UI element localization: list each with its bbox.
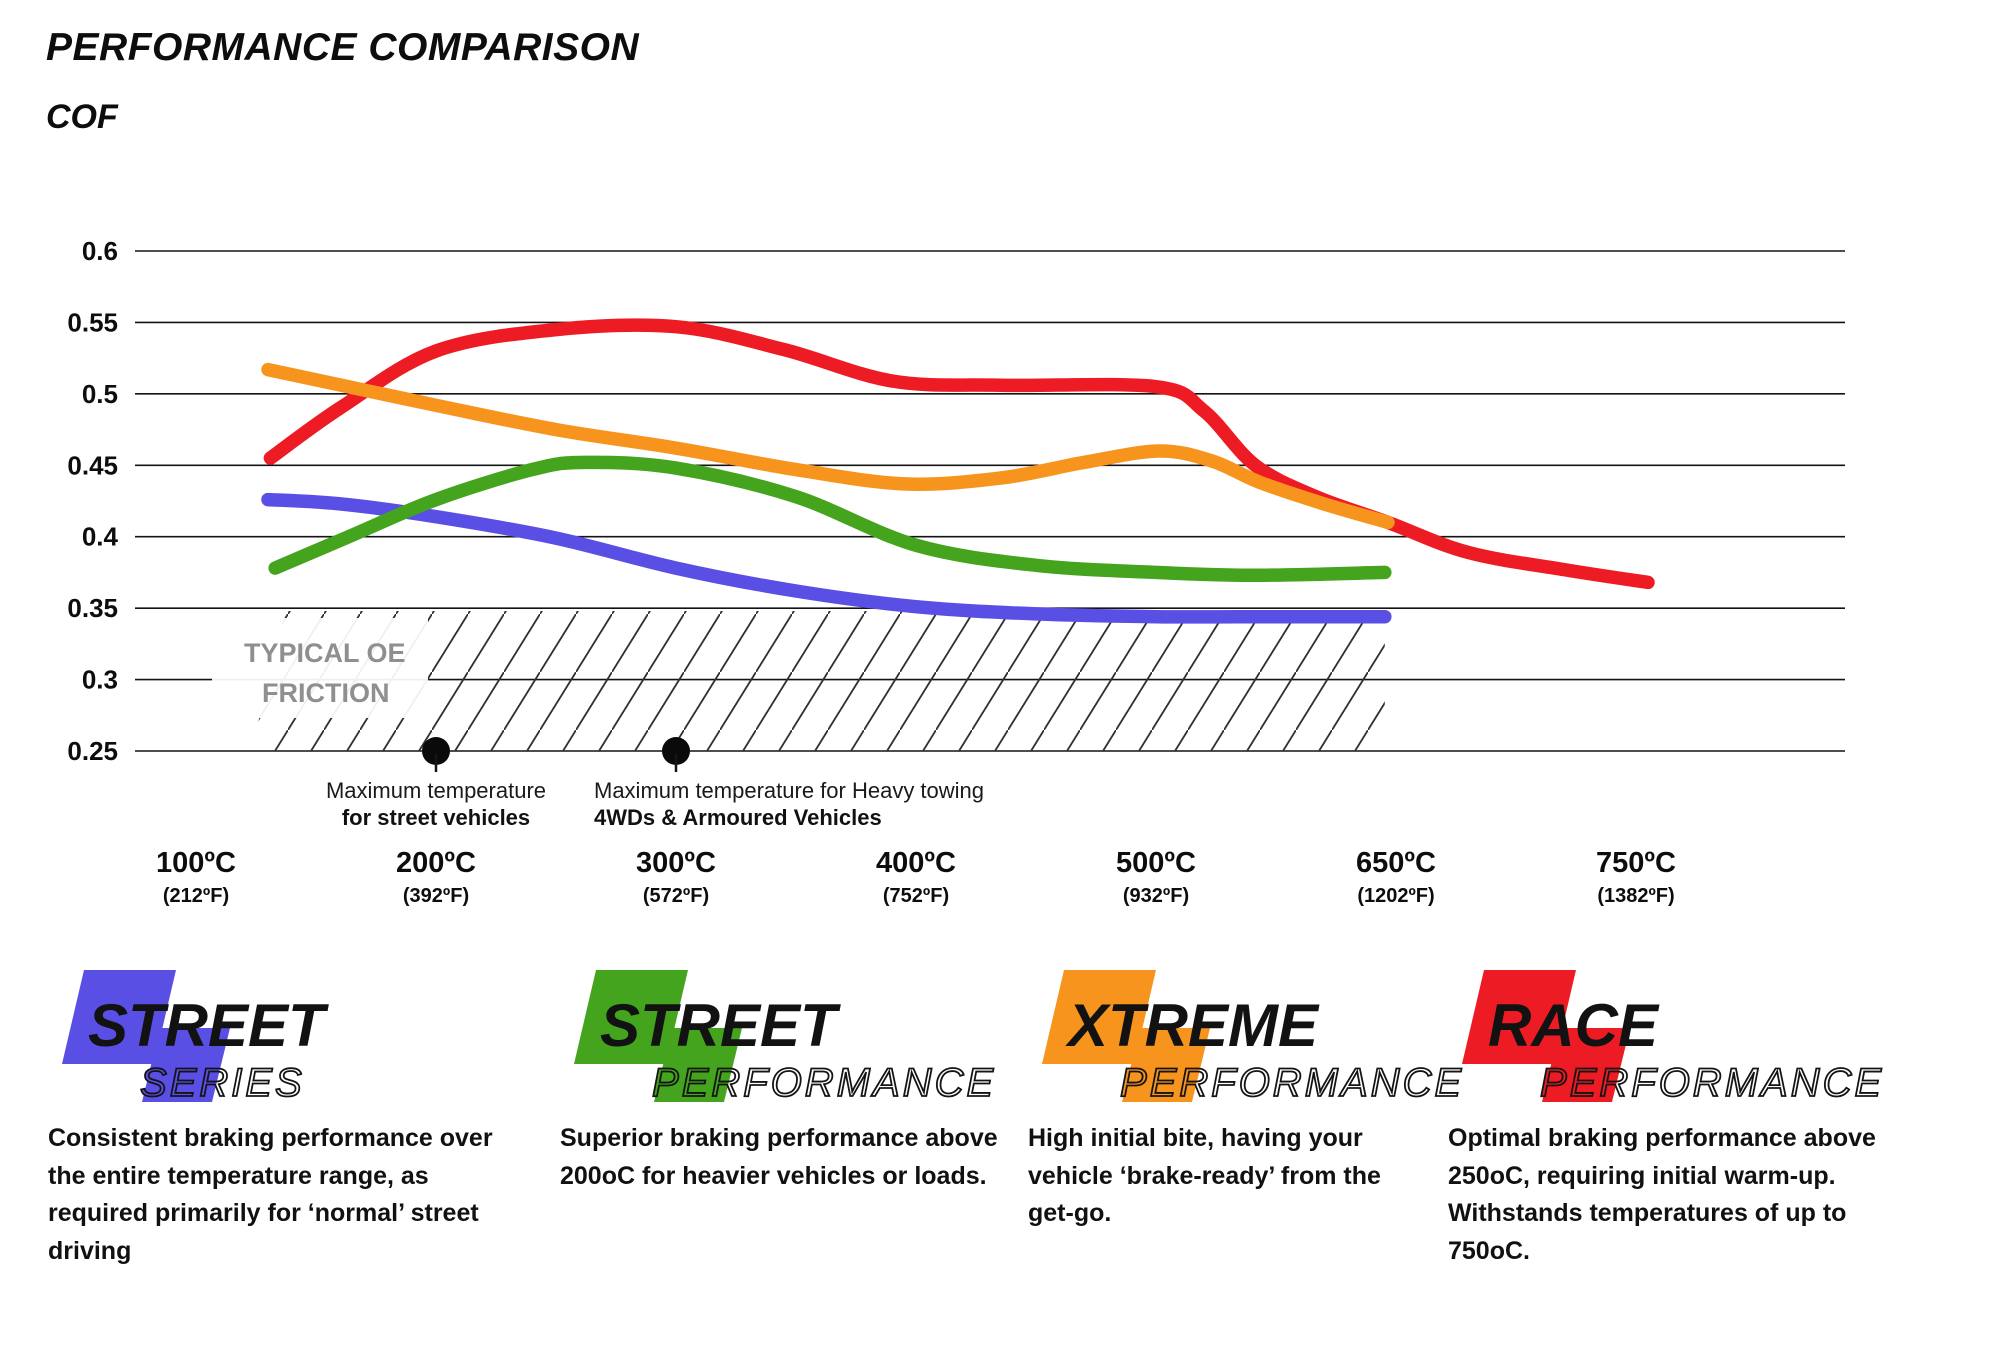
x-tick-fahrenheit: (752ºF) — [883, 885, 949, 907]
legend-description-race-performance: Optimal braking performance above 250oC,… — [1448, 1124, 1876, 1265]
race-performance-word2: PERFORMANCE — [1540, 1061, 1884, 1105]
x-tick-fahrenheit: (932ºF) — [1123, 885, 1189, 907]
annotation-dot-1 — [422, 737, 450, 765]
race-performance-emblem-bottom — [1542, 1028, 1630, 1102]
cof-chart-svg: 0.6 0.55 0.5 0.45 0.4 0.35 0.3 0.25 TYPICAL OE FR… — [67, 236, 1845, 907]
page-title: PERFORMANCE COMPARISON — [46, 26, 640, 69]
chart-line-xtreme-performance — [261, 362, 1395, 530]
annotation-line1: Maximum temperature for Heavy towing — [594, 778, 984, 803]
xtreme-performance-logo: XTREME PERFORMANCE — [1028, 966, 1462, 1108]
y-tick-label: 0.55 — [67, 307, 118, 337]
chart-line-race-performance — [263, 318, 1655, 590]
xtreme-performance-emblem-bottom — [1122, 1028, 1210, 1102]
chart-line-street-performance — [268, 455, 1392, 583]
y-tick-label: 0.6 — [82, 236, 118, 266]
x-tick-fahrenheit: (392ºF) — [403, 885, 469, 907]
race-performance-word1: RACE — [1488, 992, 1660, 1059]
x-tick-fahrenheit: (1202ºF) — [1357, 885, 1434, 907]
race-performance-emblem-top — [1462, 970, 1576, 1064]
street-series-emblem-bottom — [142, 1028, 230, 1102]
annotation-line1: Maximum temperature — [326, 778, 546, 803]
y-tick-label: 0.3 — [82, 665, 118, 695]
legend-block-street-series: STREET SERIES Consistent braking performa… — [48, 966, 500, 1270]
oe-label-backdrop — [212, 618, 428, 718]
y-tick-label: 0.35 — [67, 593, 118, 623]
oe-zone-label-line1: TYPICAL OE — [244, 638, 406, 668]
cof-axis-title: COF — [46, 98, 118, 136]
y-tick-label: 0.25 — [67, 736, 118, 766]
oe-zone-label-line2: FRICTION — [262, 678, 390, 708]
x-tick-celsius: 200ºC — [396, 847, 476, 879]
street-performance-emblem-top — [574, 970, 688, 1064]
x-tick-fahrenheit: (212ºF) — [163, 885, 229, 907]
x-tick-fahrenheit: (1382ºF) — [1597, 885, 1674, 907]
street-performance-emblem-bottom — [654, 1028, 742, 1102]
cof-chart: 0.6 0.55 0.5 0.45 0.4 0.35 0.3 0.25 TYPICAL OE FR… — [0, 150, 2000, 962]
legend-description-street-performance: Superior braking performance above 200oC… — [560, 1124, 998, 1190]
y-tick-label: 0.5 — [82, 379, 118, 409]
x-tick-celsius: 650ºC — [1356, 847, 1436, 879]
x-tick-fahrenheit: (572ºF) — [643, 885, 709, 907]
x-tick-celsius: 500ºC — [1116, 847, 1196, 879]
annotation-line2: 4WDs & Armoured Vehicles — [594, 805, 882, 830]
street-series-logo: STREET SERIES — [48, 966, 500, 1108]
xtreme-performance-word1: XTREME — [1065, 992, 1320, 1059]
xtreme-performance-word2: PERFORMANCE — [1120, 1061, 1464, 1105]
legend-block-xtreme-performance: XTREME PERFORMANCE High initial bite, hav… — [1028, 966, 1462, 1233]
typical-oe-friction-zone — [251, 611, 1385, 751]
street-series-word1: STREET — [88, 992, 329, 1059]
annotation-dot-2 — [662, 737, 690, 765]
y-tick-label: 0.4 — [82, 522, 119, 552]
x-tick-celsius: 750ºC — [1596, 847, 1676, 879]
street-series-word2: SERIES — [140, 1061, 305, 1105]
street-performance-logo: STREET PERFORMANCE — [560, 966, 1012, 1108]
y-tick-label: 0.45 — [67, 450, 118, 480]
legend-block-race-performance: RACE PERFORMANCE Optimal braking performa… — [1448, 966, 1882, 1270]
street-performance-word1: STREET — [600, 992, 841, 1059]
x-tick-celsius: 300ºC — [636, 847, 716, 879]
race-performance-logo: RACE PERFORMANCE — [1448, 966, 1882, 1108]
legend-description-xtreme-performance: High initial bite, having your vehicle ‘… — [1028, 1124, 1381, 1227]
legend-block-street-performance: STREET PERFORMANCE Superior braking perfo… — [560, 966, 1012, 1195]
street-performance-word2: PERFORMANCE — [652, 1061, 996, 1105]
annotation-line2: for street vehicles — [342, 805, 530, 830]
xtreme-performance-emblem-top — [1042, 970, 1156, 1064]
street-series-emblem-top — [62, 970, 176, 1064]
x-tick-celsius: 400ºC — [876, 847, 956, 879]
legend-description-street-series: Consistent braking performance over the … — [48, 1124, 493, 1265]
chart-line-street-series — [261, 492, 1392, 624]
x-tick-celsius: 100ºC — [156, 847, 236, 879]
